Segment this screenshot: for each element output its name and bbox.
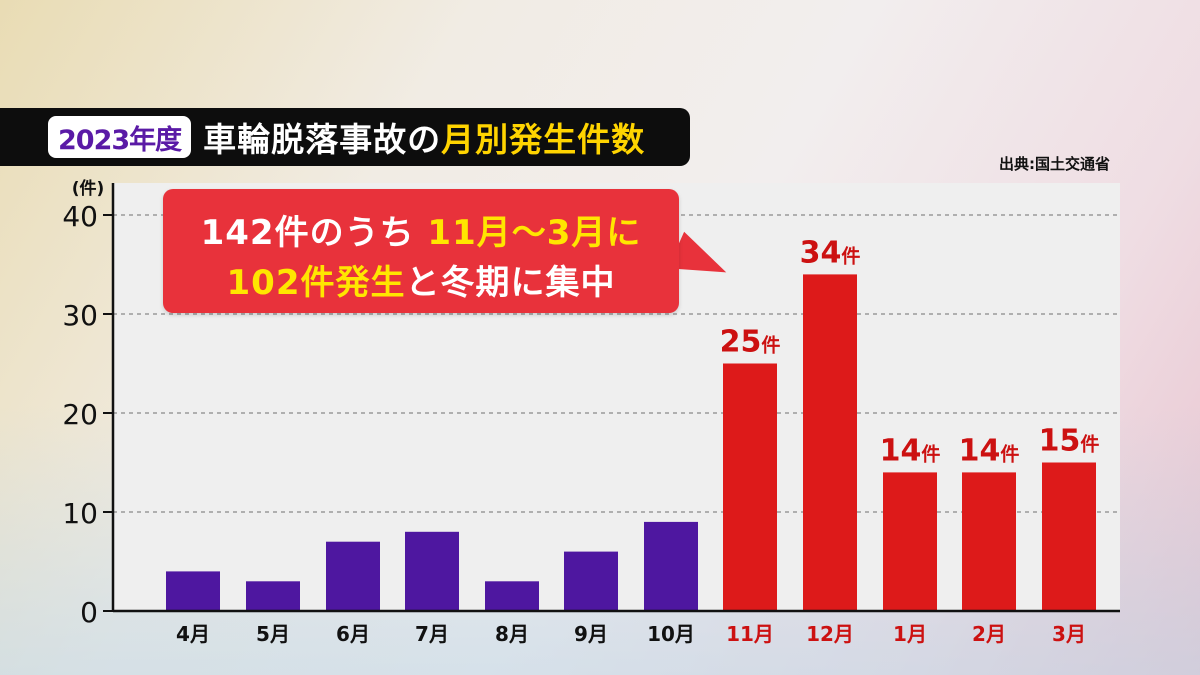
x-tick-label: 8月 <box>495 622 529 646</box>
x-tick-label: 5月 <box>256 622 290 646</box>
bar <box>326 541 380 611</box>
callout-line-1: 142件のうち 11月〜3月に <box>163 205 679 254</box>
data-label: 25件 <box>720 325 781 360</box>
bar <box>723 363 777 611</box>
chart-title-accent: 月別発生件数 <box>441 120 646 159</box>
bar <box>803 274 857 611</box>
source-credit: 出典:国土交通省 <box>999 155 1110 173</box>
y-tick-label: 40 <box>62 200 98 233</box>
title-bar: 2023年度 車輪脱落事故の 月別発生件数 <box>0 108 690 166</box>
year-badge: 2023年度 <box>48 116 192 158</box>
y-tick-label: 30 <box>62 299 98 332</box>
x-tick-label: 2月 <box>972 622 1006 646</box>
callout-text-1a: 142件のうち <box>200 213 428 253</box>
x-tick-label: 11月 <box>726 622 774 646</box>
x-tick-label: 10月 <box>647 622 695 646</box>
callout-text-2b: と冬期に集中 <box>405 263 616 303</box>
y-axis-label: (件) <box>72 178 105 199</box>
bar <box>485 581 539 611</box>
bar <box>883 472 937 611</box>
data-label: 15件 <box>1039 424 1100 459</box>
y-tick-label: 0 <box>80 596 98 629</box>
data-label: 14件 <box>959 433 1020 468</box>
bar <box>246 581 300 611</box>
bar <box>1042 462 1096 611</box>
x-tick-label: 6月 <box>336 622 370 646</box>
bar <box>962 472 1016 611</box>
y-tick-label: 20 <box>62 398 98 431</box>
data-label: 34件 <box>800 235 861 270</box>
x-tick-label: 3月 <box>1052 622 1086 646</box>
callout-text-2a: 102件発生 <box>226 263 406 303</box>
callout-text-1b: 11月〜3月に <box>427 213 642 253</box>
callout-line-2: 102件発生と冬期に集中 <box>163 255 679 304</box>
x-tick-label: 1月 <box>893 622 927 646</box>
callout-box: 142件のうち 11月〜3月に 102件発生と冬期に集中 <box>163 189 679 313</box>
x-tick-label: 7月 <box>415 622 449 646</box>
bar <box>405 531 459 611</box>
bar <box>166 571 220 611</box>
x-tick-label: 4月 <box>176 622 210 646</box>
x-tick-label: 12月 <box>806 622 854 646</box>
bar <box>564 551 618 611</box>
y-tick-label: 10 <box>62 497 98 530</box>
data-label: 14件 <box>880 433 941 468</box>
bar <box>644 521 698 611</box>
chart-title: 車輪脱落事故の <box>203 120 442 159</box>
x-tick-label: 9月 <box>574 622 608 646</box>
